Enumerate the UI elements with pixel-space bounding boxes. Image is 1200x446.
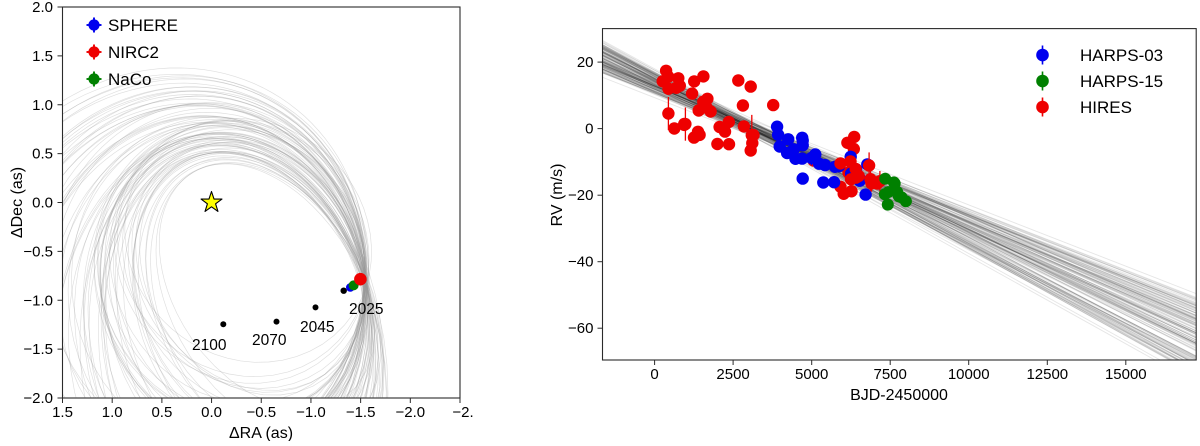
svg-text:12500: 12500: [1026, 366, 1068, 383]
svg-text:5000: 5000: [795, 366, 828, 383]
svg-text:20: 20: [577, 54, 594, 71]
svg-text:15000: 15000: [1105, 366, 1147, 383]
svg-text:2025: 2025: [349, 301, 383, 318]
svg-text:−1.5: −1.5: [23, 341, 53, 358]
svg-text:7500: 7500: [874, 366, 907, 383]
svg-text:−1.5: −1.5: [346, 404, 376, 421]
svg-text:−0.5: −0.5: [23, 243, 53, 260]
svg-text:0: 0: [585, 121, 593, 138]
svg-text:−1.0: −1.0: [296, 404, 326, 421]
svg-text:2.0: 2.0: [32, 0, 53, 16]
svg-text:HARPS-03: HARPS-03: [1080, 46, 1163, 65]
svg-text:SPHERE: SPHERE: [108, 16, 178, 35]
svg-text:RV (m/s): RV (m/s): [549, 164, 566, 227]
svg-text:1.5: 1.5: [52, 404, 73, 421]
svg-text:2500: 2500: [716, 366, 749, 383]
svg-text:10000: 10000: [948, 366, 990, 383]
svg-text:−2.0: −2.0: [23, 390, 53, 407]
svg-text:−20: −20: [568, 187, 593, 204]
svg-text:0.0: 0.0: [201, 404, 222, 421]
svg-text:HARPS-15: HARPS-15: [1080, 72, 1163, 91]
svg-text:−40: −40: [568, 254, 593, 271]
svg-text:−60: −60: [568, 320, 593, 337]
svg-text:−2.: −2.: [452, 404, 473, 421]
svg-text:HIRES: HIRES: [1080, 98, 1132, 117]
svg-text:0.5: 0.5: [151, 404, 172, 421]
svg-text:2045: 2045: [300, 319, 334, 336]
svg-text:1.0: 1.0: [102, 404, 123, 421]
svg-text:BJD-2450000: BJD-2450000: [850, 387, 948, 404]
svg-text:NaCo: NaCo: [108, 70, 151, 89]
svg-text:1.5: 1.5: [32, 48, 53, 65]
svg-text:1.0: 1.0: [32, 97, 53, 114]
svg-text:0.0: 0.0: [32, 195, 53, 212]
svg-text:NIRC2: NIRC2: [108, 43, 159, 62]
svg-text:0.5: 0.5: [32, 146, 53, 163]
svg-text:−2.0: −2.0: [395, 404, 425, 421]
svg-text:0: 0: [650, 366, 658, 383]
svg-text:−0.5: −0.5: [246, 404, 276, 421]
svg-text:ΔRA (as): ΔRA (as): [229, 425, 293, 441]
svg-text:ΔDec (as): ΔDec (as): [9, 167, 26, 238]
svg-text:2100: 2100: [192, 337, 227, 354]
svg-text:−1.0: −1.0: [23, 292, 53, 309]
svg-text:2070: 2070: [252, 332, 287, 349]
